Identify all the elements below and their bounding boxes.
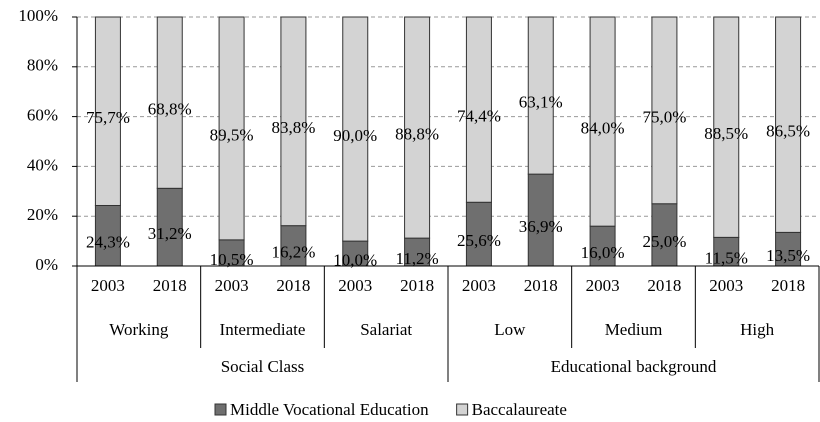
x-tick-label: 2003	[462, 276, 496, 295]
bar-segment	[775, 231, 802, 267]
value-label: 89,5%	[210, 125, 254, 144]
y-tick-label: 40%	[27, 155, 58, 174]
value-label: 25,6%	[457, 231, 501, 250]
bar-segment	[218, 16, 245, 241]
group-label: Educational background	[551, 357, 717, 376]
value-label: 36,9%	[519, 217, 563, 236]
x-tick-label: 2018	[153, 276, 187, 295]
value-label: 84,0%	[581, 118, 625, 137]
subgroup-label: Salariat	[360, 320, 412, 339]
bar-segment	[156, 16, 183, 189]
x-tick-label: 2003	[91, 276, 125, 295]
value-label: 11,5%	[705, 249, 748, 268]
x-tick-label: 2003	[338, 276, 372, 295]
x-tick-label: 2018	[524, 276, 558, 295]
bar-segment	[651, 203, 678, 267]
value-label: 75,7%	[86, 108, 130, 127]
value-label: 10,5%	[210, 250, 254, 269]
bar-segment	[280, 16, 307, 227]
value-label: 24,3%	[86, 233, 130, 252]
value-label: 13,5%	[766, 246, 810, 265]
bar-segment	[280, 225, 307, 267]
y-tick-label: 80%	[27, 56, 58, 75]
value-label: 88,8%	[395, 124, 439, 143]
x-tick-label: 2003	[586, 276, 620, 295]
y-tick-label: 60%	[27, 106, 58, 125]
legend-swatch	[214, 403, 227, 416]
value-label: 16,2%	[271, 243, 315, 262]
subgroup-label: Low	[494, 320, 526, 339]
value-label: 88,5%	[704, 124, 748, 143]
legend-label: Baccalaureate	[472, 400, 567, 419]
bar-segment	[651, 16, 678, 205]
value-label: 75,0%	[642, 107, 686, 126]
subgroup-label: High	[740, 320, 775, 339]
group-label: Social Class	[221, 357, 305, 376]
bar-segment	[404, 16, 431, 239]
y-tick-label: 20%	[27, 205, 58, 224]
subgroup-label: Intermediate	[220, 320, 306, 339]
x-tick-label: 2003	[215, 276, 249, 295]
value-label: 10,0%	[333, 250, 377, 269]
subgroup-label: Working	[109, 320, 169, 339]
y-tick-label: 0%	[35, 255, 58, 274]
bar-segment	[589, 16, 616, 227]
subgroup-label: Medium	[605, 320, 663, 339]
bar-segment	[94, 204, 121, 267]
value-label: 90,0%	[333, 126, 377, 145]
value-label: 74,4%	[457, 107, 501, 126]
x-tick-label: 2018	[647, 276, 681, 295]
y-tick-label: 100%	[18, 6, 58, 25]
bar-segment	[527, 16, 554, 175]
value-label: 25,0%	[642, 232, 686, 251]
value-label: 63,1%	[519, 92, 563, 111]
value-label: 31,2%	[148, 224, 192, 243]
x-tick-label: 2018	[276, 276, 310, 295]
value-label: 86,5%	[766, 122, 810, 141]
x-tick-label: 2003	[709, 276, 743, 295]
bar-segment	[218, 239, 245, 267]
value-label: 16,0%	[581, 243, 625, 262]
legend-label: Middle Vocational Education	[230, 400, 429, 419]
value-label: 83,8%	[271, 118, 315, 137]
bar-segment	[713, 16, 740, 238]
value-label: 68,8%	[148, 100, 192, 119]
x-tick-label: 2018	[771, 276, 805, 295]
legend-swatch	[456, 403, 469, 416]
bar-segment	[94, 16, 121, 206]
bar-segment	[342, 16, 369, 242]
value-label: 11,2%	[395, 249, 438, 268]
bar-segment	[589, 225, 616, 267]
bar-segment	[775, 16, 802, 233]
x-tick-label: 2018	[400, 276, 434, 295]
bar-segment	[465, 16, 492, 203]
